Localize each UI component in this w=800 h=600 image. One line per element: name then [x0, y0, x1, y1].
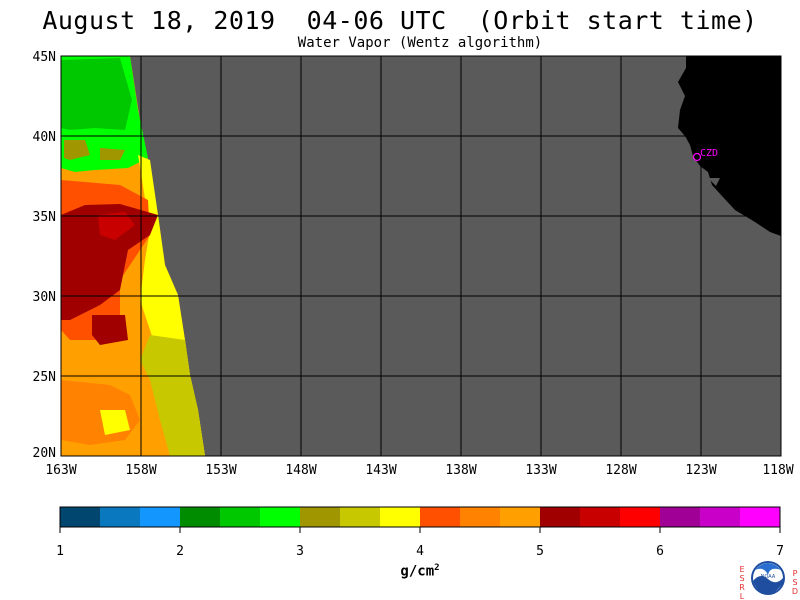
colorbar-swatch: [580, 507, 621, 527]
esrl-vertical-text: E S R L: [739, 565, 745, 600]
page-subtitle: Water Vapor (Wentz algorithm): [297, 35, 543, 51]
lat-label: 40N: [33, 130, 56, 145]
colorbar-swatch: [500, 507, 541, 527]
logo-left-letter: L: [740, 592, 745, 600]
colorbar-tick-label: 3: [296, 544, 304, 559]
lon-label: 163W: [45, 463, 76, 478]
land-california: [678, 56, 781, 236]
swath-darkred-core: [61, 204, 158, 320]
colorbar: [60, 507, 781, 527]
colorbar-swatch: [660, 507, 701, 527]
swath-darkgreen-region: [61, 58, 132, 130]
colorbar-unit-label: g/cm2: [400, 563, 440, 580]
colorbar-ticks: [59, 527, 781, 533]
colorbar-swatch: [340, 507, 381, 527]
colorbar-tick-label: 4: [416, 544, 424, 559]
logo-right-letter: D: [792, 587, 798, 596]
lat-label: 35N: [33, 210, 56, 225]
water-vapor-swath: [61, 56, 205, 456]
logo-right-letter: S: [792, 578, 797, 587]
colorbar-swatch: [540, 507, 581, 527]
colorbar-swatch: [100, 507, 141, 527]
logo-right-letter: P: [793, 569, 798, 578]
lon-label: 133W: [525, 463, 556, 478]
colorbar-swatch: [60, 507, 101, 527]
lat-label: 25N: [33, 370, 56, 385]
logo-left-letter: E: [739, 565, 744, 574]
lat-label: 20N: [33, 446, 56, 461]
colorbar-swatch: [260, 507, 301, 527]
lon-label: 123W: [685, 463, 716, 478]
colorbar-tick-label: 7: [776, 544, 784, 559]
colorbar-swatch: [180, 507, 221, 527]
lon-axis-labels: 163W 158W 153W 148W 143W 138W 133W 128W …: [45, 463, 793, 478]
logo-left-letter: R: [739, 583, 745, 592]
colorbar-tick-label: 6: [656, 544, 664, 559]
psd-vertical-text: P S D: [792, 569, 798, 596]
lat-axis-labels: 45N 40N 35N 30N 25N 20N: [33, 50, 56, 461]
colorbar-swatch: [700, 507, 741, 527]
colorbar-swatch: [460, 507, 501, 527]
colorbar-swatch: [740, 507, 781, 527]
logo-center-text: NOAA: [761, 574, 776, 580]
lon-label: 158W: [125, 463, 156, 478]
colorbar-tick-label: 5: [536, 544, 544, 559]
station-marker: [692, 152, 702, 162]
colorbar-tick-labels: 1 2 3 4 5 6 7: [56, 544, 784, 559]
lon-label: 128W: [605, 463, 636, 478]
colorbar-swatch: [380, 507, 421, 527]
colorbar-swatch: [140, 507, 181, 527]
logo-left-letter: S: [739, 574, 744, 583]
colorbar-tick-label: 1: [56, 544, 64, 559]
colorbar-swatch: [300, 507, 341, 527]
lat-label: 30N: [33, 290, 56, 305]
noaa-logo: NOAA: [751, 561, 785, 595]
grid-lines: [61, 56, 781, 456]
page-title: August 18, 2019 04-06 UTC (Orbit start t…: [42, 6, 758, 35]
lon-label: 148W: [285, 463, 316, 478]
lon-label: 118W: [762, 463, 793, 478]
lon-label: 138W: [445, 463, 476, 478]
station-label: CZD: [700, 148, 718, 159]
colorbar-swatch: [220, 507, 261, 527]
colorbar-tick-label: 2: [176, 544, 184, 559]
lon-label: 143W: [365, 463, 396, 478]
colorbar-swatch: [620, 507, 661, 527]
lon-label: 153W: [205, 463, 236, 478]
lat-label: 45N: [33, 50, 56, 65]
colorbar-swatch: [420, 507, 461, 527]
